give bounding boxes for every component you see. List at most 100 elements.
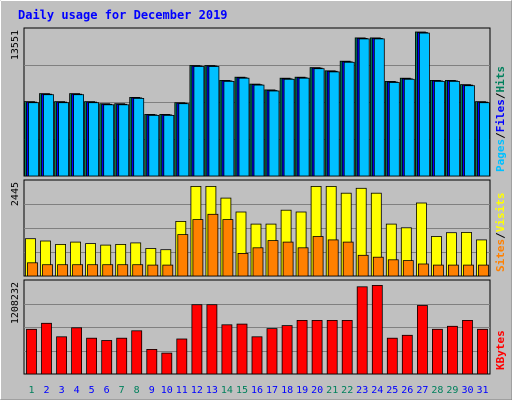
bar-kbytes-day-20 (311, 319, 323, 375)
bar-kbytes-day-9 (146, 348, 158, 375)
bar-sites-day-19 (297, 247, 309, 277)
x-tick-label: 6 (104, 385, 110, 396)
bar-pages-day-2 (43, 94, 54, 177)
bar-pages-day-3 (58, 102, 69, 177)
x-tick-label: 28 (431, 385, 443, 396)
bar-pages-day-1 (28, 102, 39, 177)
x-tick-label: 10 (161, 385, 173, 396)
bar-sites-day-2 (42, 264, 53, 277)
bar-pages-day-15 (238, 77, 250, 177)
bar-kbytes-day-18 (281, 325, 293, 375)
bar-kbytes-day-19 (296, 319, 308, 375)
panel-max-label: 2445 (10, 182, 21, 206)
bar-sites-day-11 (177, 234, 189, 277)
bar-sites-day-25 (387, 259, 399, 277)
bar-sites-day-14 (222, 219, 234, 277)
bar-pages-day-10 (163, 115, 175, 177)
x-tick-label: 17 (266, 385, 278, 396)
bar-sites-day-21 (327, 239, 339, 277)
x-tick-label: 24 (371, 385, 383, 396)
bar-sites-day-16 (252, 247, 264, 277)
x-tick-label: 20 (311, 385, 323, 396)
series-sites (27, 213, 489, 277)
bar-sites-day-30 (463, 264, 474, 277)
bar-sites-day-29 (447, 264, 459, 277)
bar-sites-day-5 (87, 264, 98, 277)
bar-kbytes-day-24 (371, 284, 383, 375)
bar-pages-day-22 (343, 61, 355, 177)
bar-pages-day-28 (433, 81, 445, 177)
legend-label-pages: Pages (494, 139, 507, 172)
x-tick-label: 12 (191, 385, 203, 396)
panel-legend: Sites/Visits (494, 193, 507, 273)
bar-sites-day-7 (117, 264, 129, 277)
bar-kbytes-day-28 (431, 328, 443, 375)
bar-pages-day-25 (388, 82, 400, 177)
x-tick-label: 5 (89, 385, 95, 396)
bar-sites-day-26 (402, 260, 414, 277)
bar-sites-day-3 (57, 264, 68, 277)
bar-pages-day-21 (328, 71, 340, 177)
bar-kbytes-day-10 (161, 352, 173, 375)
bar-kbytes-day-21 (326, 319, 338, 375)
bar-kbytes-day-17 (266, 328, 278, 375)
bar-kbytes-day-29 (446, 325, 458, 375)
bar-kbytes-day-2 (41, 322, 52, 375)
bar-sites-day-10 (162, 264, 174, 277)
bar-kbytes-day-11 (176, 338, 188, 375)
x-tick-label: 4 (74, 385, 80, 396)
legend-separator: / (494, 132, 507, 139)
bar-sites-day-22 (342, 241, 354, 277)
bar-pages-day-29 (448, 81, 460, 177)
bar-sites-day-4 (72, 264, 83, 277)
bar-kbytes-day-15 (236, 323, 248, 375)
bar-pages-day-24 (373, 38, 385, 177)
x-tick-label: 8 (134, 385, 140, 396)
bar-kbytes-day-8 (131, 330, 143, 375)
bar-sites-day-24 (372, 256, 384, 277)
panel-max-label: 13551 (10, 30, 21, 60)
panel-visits_sites: 2445 Sites/Visits (10, 179, 507, 277)
bar-sites-day-28 (432, 264, 444, 277)
series-pages (28, 32, 490, 177)
x-tick-label: 16 (251, 385, 263, 396)
bar-pages-day-31 (479, 102, 490, 177)
bar-pages-day-13 (208, 66, 220, 177)
x-tick-label: 3 (59, 385, 65, 396)
x-tick-label: 29 (446, 385, 458, 396)
legend-label-kbytes: KBytes (494, 330, 507, 370)
panel-kbytes: 1208232 KBytes (10, 279, 507, 375)
bar-pages-day-30 (464, 85, 475, 177)
x-tick-label: 19 (296, 385, 308, 396)
bar-sites-day-18 (282, 241, 294, 277)
bar-kbytes-day-30 (462, 319, 473, 375)
bar-kbytes-day-13 (206, 304, 218, 375)
x-tick-label: 21 (326, 385, 338, 396)
bar-sites-day-27 (417, 263, 429, 277)
bar-sites-day-1 (27, 262, 38, 277)
chart-panels: 13551Pages/Files/Hits2445Sites/Visits120… (10, 27, 507, 375)
x-tick-label: 11 (176, 385, 188, 396)
bar-sites-day-12 (192, 219, 204, 277)
series-kbytes (26, 284, 488, 375)
bar-kbytes-day-26 (401, 334, 413, 375)
bar-sites-day-17 (267, 240, 279, 277)
chart-title: Daily usage for December 2019 (18, 8, 228, 22)
x-tick-label: 31 (476, 385, 488, 396)
bar-kbytes-day-16 (251, 336, 263, 375)
bar-kbytes-day-22 (341, 319, 353, 375)
bar-pages-day-7 (118, 104, 130, 177)
bar-kbytes-day-3 (56, 336, 67, 375)
bar-sites-day-15 (237, 252, 249, 277)
x-tick-label: 23 (356, 385, 368, 396)
bar-kbytes-day-23 (356, 286, 368, 375)
bar-pages-day-16 (253, 84, 265, 177)
bar-kbytes-day-4 (71, 327, 82, 375)
panel-legend: Pages/Files/Hits (494, 66, 507, 172)
legend-label-hits: Hits (494, 66, 507, 93)
bar-kbytes-day-12 (191, 304, 203, 375)
x-tick-label: 15 (236, 385, 248, 396)
bar-sites-day-23 (357, 254, 369, 277)
bar-kbytes-day-31 (477, 328, 488, 375)
